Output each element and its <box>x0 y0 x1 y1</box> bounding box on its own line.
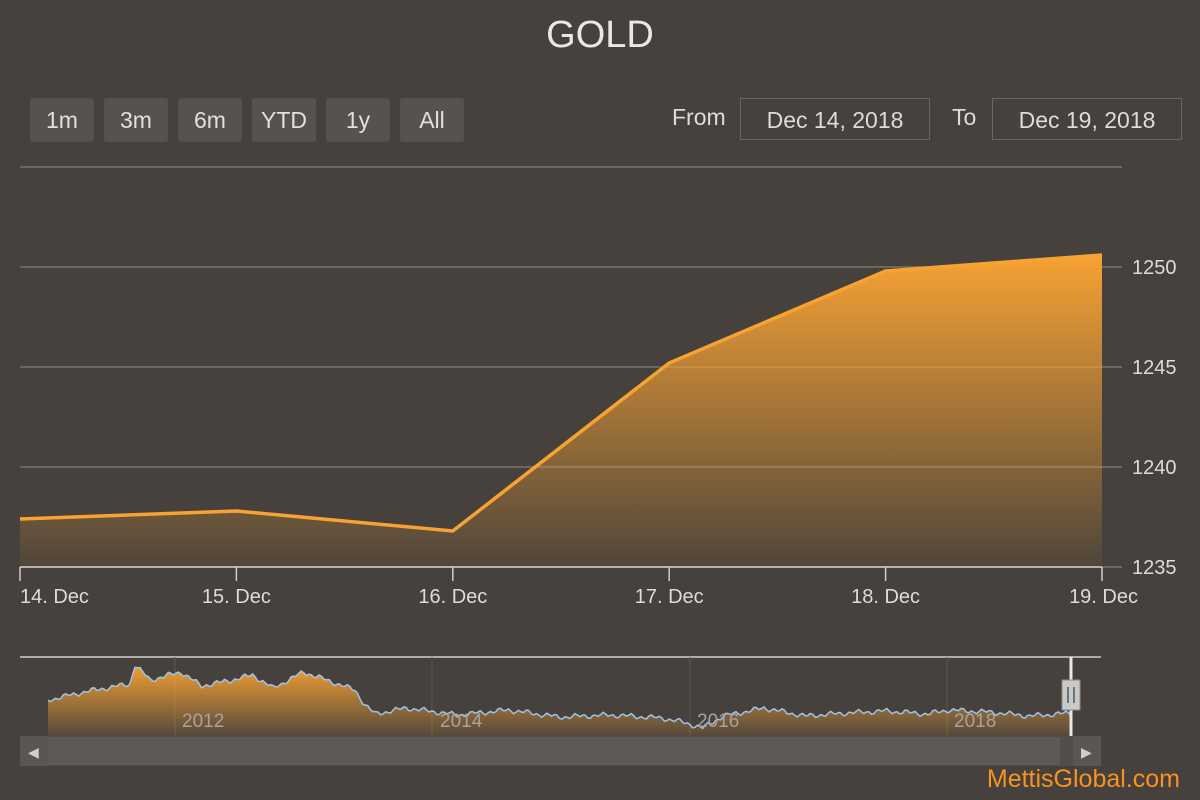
range-button-1y[interactable]: 1y <box>326 98 390 142</box>
range-button-all[interactable]: All <box>400 98 464 142</box>
to-date-input[interactable]: Dec 19, 2018 <box>992 98 1182 140</box>
scrollbar[interactable]: ◀ ▶ <box>20 736 1101 766</box>
range-button-3m[interactable]: 3m <box>104 98 168 142</box>
x-tick-label: 17. Dec <box>635 586 704 608</box>
navigator-year-label: 2012 <box>182 711 224 732</box>
range-button-1m[interactable]: 1m <box>30 98 94 142</box>
y-tick-label: 1240 <box>1132 457 1177 479</box>
navigator-line <box>47 666 1072 730</box>
brand-watermark: MettisGlobal.com <box>986 765 1180 793</box>
series-line <box>19 253 1103 533</box>
scroll-right-icon: ▶ <box>1081 745 1092 761</box>
chart-title: GOLD <box>546 14 654 56</box>
x-tick-label: 14. Dec <box>20 586 89 608</box>
scroll-left-icon: ◀ <box>28 745 39 761</box>
scrollbar-thumb[interactable] <box>48 737 1060 765</box>
y-tick-label: 1250 <box>1132 257 1177 279</box>
scroll-left-button[interactable] <box>20 736 48 766</box>
x-tick-label: 15. Dec <box>202 586 271 608</box>
to-label: To <box>952 104 977 130</box>
y-tick-label: 1235 <box>1132 557 1177 579</box>
x-tick-label: 19. Dec <box>1069 586 1138 608</box>
navigator-year-label: 2016 <box>697 711 739 732</box>
navigator-handle[interactable] <box>1061 679 1081 711</box>
x-tick-label: 16. Dec <box>418 586 487 608</box>
navigator-year-label: 2014 <box>440 711 483 732</box>
navigator-area <box>48 667 1071 736</box>
navigator: 2012 2014 2016 2018 <box>20 656 1101 736</box>
y-tick-label: 1245 <box>1132 357 1177 379</box>
range-button-ytd[interactable]: YTD <box>252 98 316 142</box>
from-date-input[interactable]: Dec 14, 2018 <box>740 98 930 140</box>
scroll-right-button[interactable] <box>1073 736 1101 766</box>
x-tick-label: 18. Dec <box>851 586 920 608</box>
series-area <box>20 255 1102 567</box>
from-label: From <box>672 104 726 130</box>
range-button-6m[interactable]: 6m <box>178 98 242 142</box>
navigator-year-label: 2018 <box>954 711 996 732</box>
